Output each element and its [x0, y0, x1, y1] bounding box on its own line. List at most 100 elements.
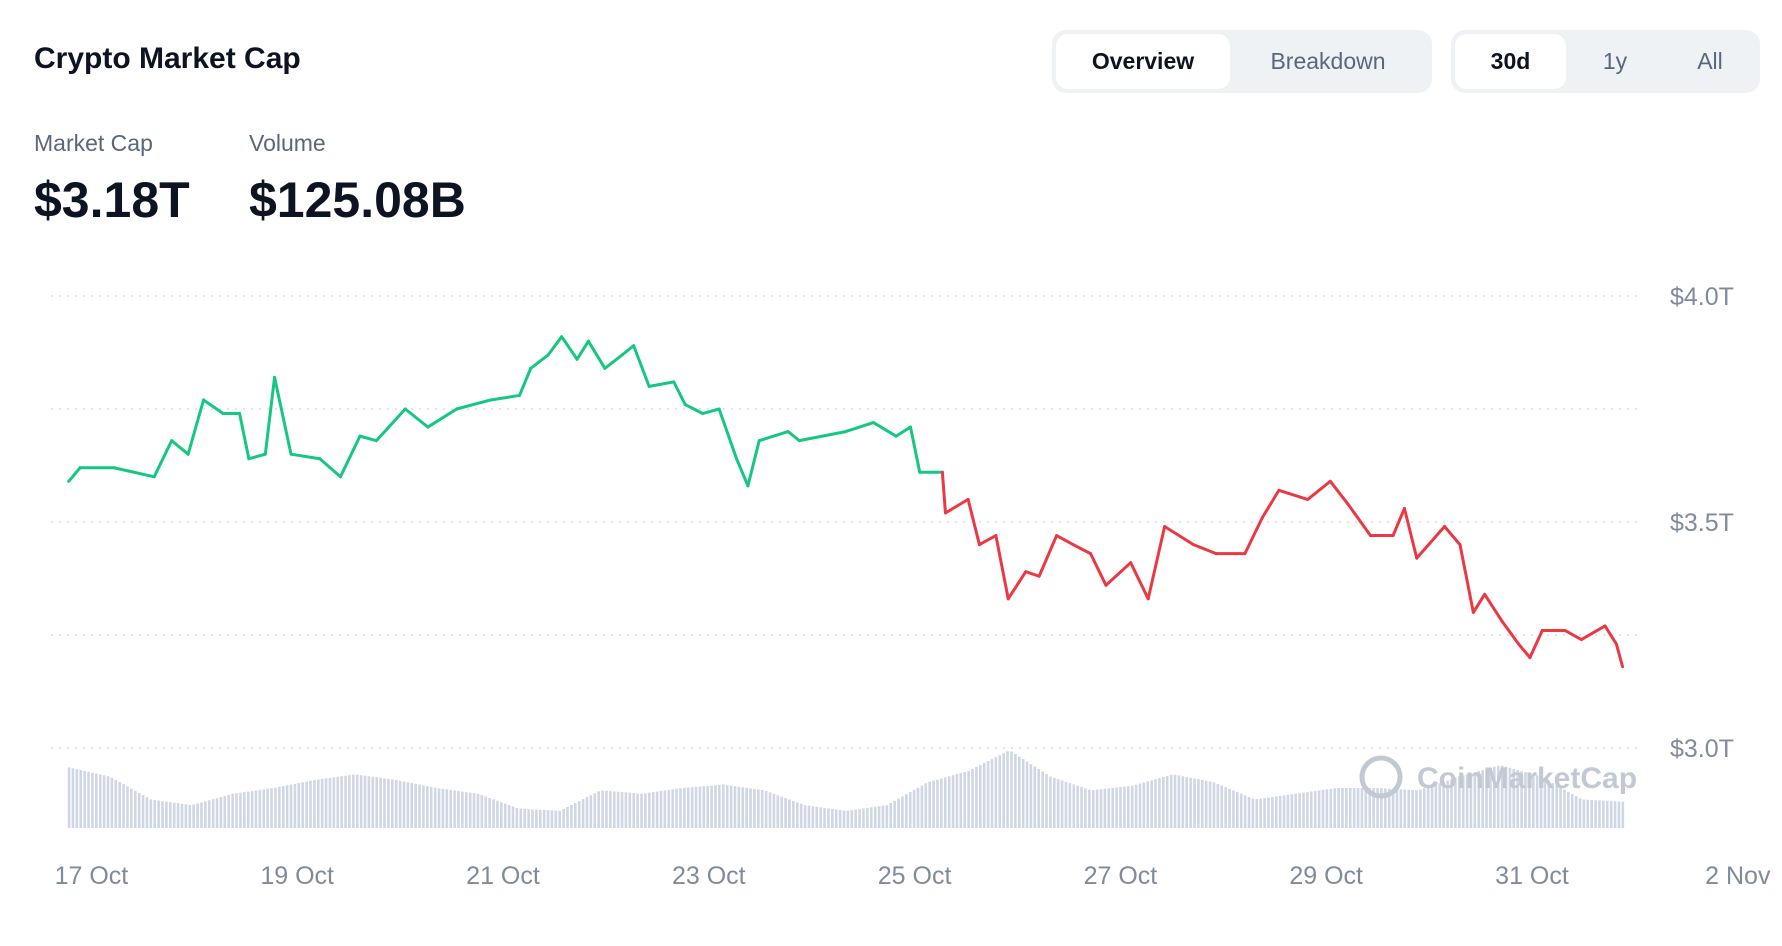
volume-bar — [1088, 789, 1091, 828]
volume-bar — [1376, 788, 1379, 828]
volume-bar — [1348, 788, 1352, 828]
volume-bar — [1508, 767, 1512, 828]
volume-bar — [593, 793, 597, 828]
volume-bar — [706, 785, 710, 828]
volume-bar — [1274, 796, 1278, 828]
volume-bar — [866, 807, 869, 828]
price-line-segment — [871, 421, 898, 438]
volume-bar — [1084, 788, 1087, 828]
price-line-segment — [1089, 552, 1108, 587]
volume-bar — [98, 774, 102, 828]
volume-bar — [675, 788, 678, 828]
volume-bar — [869, 807, 873, 828]
volume-bar — [192, 804, 195, 828]
volume-bar — [289, 784, 293, 828]
volume-bar — [1500, 765, 1504, 828]
range-all[interactable]: All — [1697, 48, 1723, 74]
volume-bar — [694, 786, 698, 828]
volume-bar — [122, 784, 125, 828]
tab-overview[interactable]: Overview — [1056, 34, 1230, 89]
volume-bar — [1493, 766, 1496, 828]
volume-bar — [858, 808, 861, 828]
volume-bar — [577, 801, 581, 828]
volume-bar — [897, 798, 900, 828]
volume-bar — [550, 810, 554, 828]
price-line-segment — [1006, 570, 1028, 601]
volume-bar — [394, 780, 398, 828]
volume-bar — [1555, 785, 1558, 828]
volume-bar — [145, 797, 149, 828]
volume-bar — [1380, 788, 1383, 828]
volume-bar — [390, 779, 394, 828]
volume-bar — [1263, 798, 1266, 828]
volume-bar — [281, 786, 285, 828]
volume-bar — [468, 792, 472, 828]
volume-bar — [1255, 799, 1259, 828]
volume-bar — [519, 808, 523, 828]
volume-bar — [581, 799, 585, 828]
volume-bar — [496, 800, 499, 828]
x-tick-label: 19 Oct — [260, 862, 334, 890]
volume-bar — [153, 799, 157, 828]
volume-bar — [1567, 791, 1570, 828]
volume-bar — [846, 810, 850, 828]
volume-bar — [157, 800, 160, 828]
volume-bar — [1306, 792, 1309, 828]
volume-bar — [597, 791, 600, 828]
volume-bar — [1243, 795, 1247, 828]
price-line-segment — [1071, 543, 1093, 556]
volume-bar — [188, 804, 192, 828]
volume-bar — [1232, 790, 1235, 828]
volume-bar — [422, 785, 425, 828]
tab-breakdown[interactable]: Breakdown — [1270, 48, 1386, 74]
x-tick-label: 17 Oct — [55, 862, 129, 890]
volume-bar — [745, 787, 748, 828]
volume-bar — [741, 787, 745, 828]
volume-bar — [1461, 775, 1465, 828]
volume-bar — [1041, 771, 1044, 828]
volume-bar — [336, 776, 340, 828]
price-line-segment — [1517, 642, 1532, 660]
price-line-segment — [1328, 479, 1350, 506]
range-30d[interactable]: 30d — [1455, 34, 1566, 89]
volume-bar — [1091, 790, 1095, 828]
range-1y[interactable]: 1y — [1602, 48, 1628, 74]
volume-bar — [768, 792, 772, 828]
price-line-segment — [717, 407, 739, 461]
volume-bar — [803, 805, 807, 828]
volume-bar — [1621, 801, 1625, 828]
volume-bar — [795, 802, 799, 828]
volume-bar — [527, 809, 530, 828]
price-line-segment — [1104, 561, 1133, 587]
volume-bar — [905, 794, 908, 828]
price-line-segment — [1243, 515, 1264, 556]
volume-bar — [464, 792, 468, 828]
volume-bar — [515, 807, 519, 828]
volume-bar — [1543, 778, 1547, 828]
volume-bar — [616, 791, 620, 828]
volume-bar — [998, 755, 1002, 828]
volume-bar — [1360, 788, 1364, 828]
volume-bar — [429, 786, 433, 828]
volume-bar — [1333, 788, 1336, 828]
volume-bar — [83, 770, 86, 828]
price-line-segment — [489, 393, 521, 402]
volume-bar — [106, 776, 110, 828]
volume-bar — [433, 787, 437, 828]
volume-bar — [1302, 792, 1305, 828]
volume-bar — [1033, 766, 1037, 828]
volume-bar — [554, 810, 558, 828]
market-cap-stat: Market Cap $3.18T — [34, 130, 190, 229]
volume-bar — [1150, 780, 1153, 828]
volume-bar — [1415, 790, 1418, 828]
volume-bar — [1313, 791, 1317, 828]
price-line-segment — [1260, 488, 1281, 519]
volume-bar — [472, 793, 476, 828]
volume-bar — [710, 785, 713, 828]
price-line-segment — [1146, 525, 1167, 601]
volume-bar — [1512, 768, 1516, 828]
price-line-segment — [338, 434, 362, 479]
price-line-segment — [560, 335, 579, 361]
volume-bar — [827, 808, 830, 828]
